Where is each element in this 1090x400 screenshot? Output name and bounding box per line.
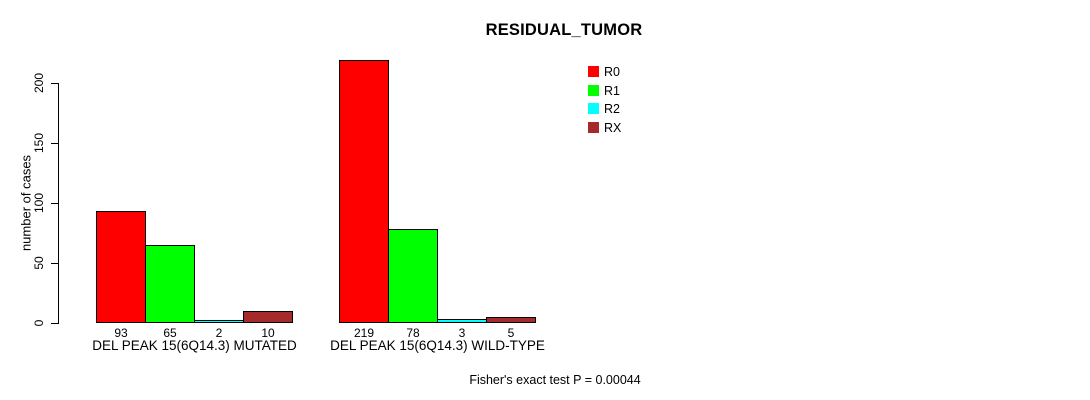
category-label-group1: DEL PEAK 15(6Q14.3) MUTATED [92, 338, 297, 353]
bar-value-label: 2 [215, 326, 223, 340]
bar-r2-group1 [194, 320, 244, 323]
legend-swatch-r0 [588, 66, 599, 77]
bar-r1-group2 [388, 229, 438, 323]
bar-value-label: 10 [261, 326, 275, 340]
chart-title: RESIDUAL_TUMOR [485, 21, 643, 39]
y-tick-label: 200 [32, 72, 46, 94]
bar-value-label: 3 [458, 326, 466, 340]
bar-value-label: 219 [353, 326, 375, 340]
bar-r2-group2 [437, 319, 487, 323]
fisher-test-annotation: Fisher's exact test P = 0.00044 [469, 373, 641, 387]
y-tick [51, 323, 59, 324]
legend-item-r2: R2 [588, 101, 620, 116]
bar-value-label: 93 [114, 326, 128, 340]
bar-r0-group1 [96, 211, 146, 323]
y-tick-label: 0 [32, 319, 46, 327]
y-tick [51, 83, 59, 84]
legend-item-rx: RX [588, 120, 622, 135]
legend-item-r0: R0 [588, 64, 620, 79]
category-label-group2: DEL PEAK 15(6Q14.3) WILD-TYPE [330, 338, 545, 353]
bar-value-label: 5 [507, 326, 515, 340]
y-tick-label: 100 [32, 192, 46, 214]
bar-r1-group1 [145, 245, 195, 323]
y-tick-label: 50 [32, 256, 46, 270]
legend-swatch-r1 [588, 85, 599, 96]
y-tick [51, 203, 59, 204]
y-tick-label: 150 [32, 132, 46, 154]
legend-label: R2 [604, 101, 620, 116]
y-tick [51, 143, 59, 144]
legend-item-r1: R1 [588, 83, 620, 98]
bar-rx-group1 [243, 311, 293, 323]
bar-value-label: 78 [406, 326, 420, 340]
y-tick [51, 263, 59, 264]
bar-value-label: 65 [163, 326, 177, 340]
legend-label: R1 [604, 83, 620, 98]
legend-swatch-r2 [588, 103, 599, 114]
legend-label: R0 [604, 64, 620, 79]
legend-label: RX [604, 120, 622, 135]
bar-r0-group2 [339, 60, 389, 323]
legend-swatch-rx [588, 122, 599, 133]
bar-rx-group2 [486, 317, 536, 323]
